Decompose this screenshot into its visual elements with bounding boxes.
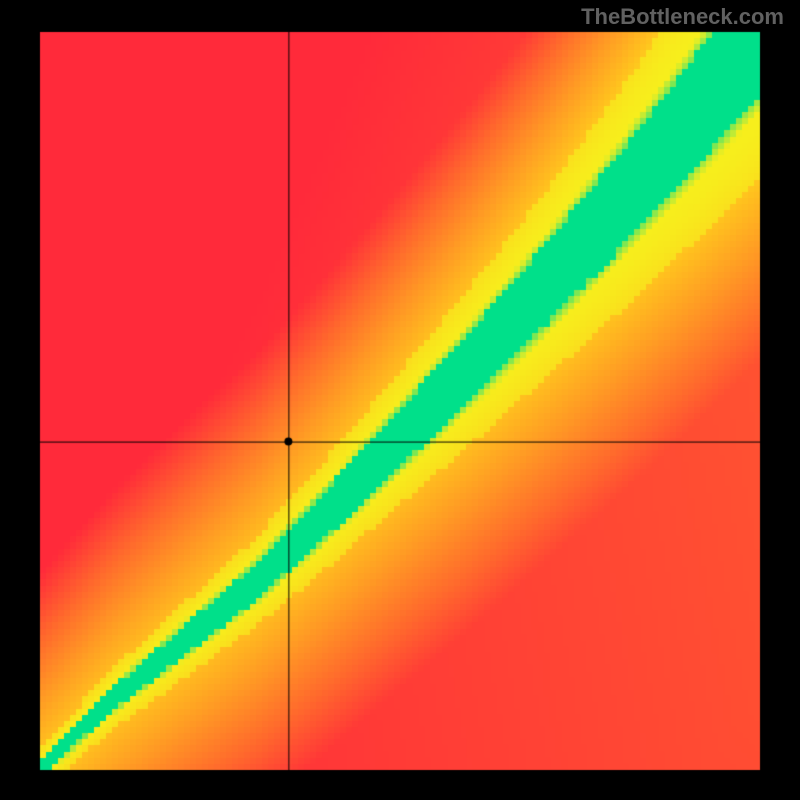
watermark-label: TheBottleneck.com	[581, 4, 784, 30]
bottleneck-heatmap	[0, 0, 800, 800]
